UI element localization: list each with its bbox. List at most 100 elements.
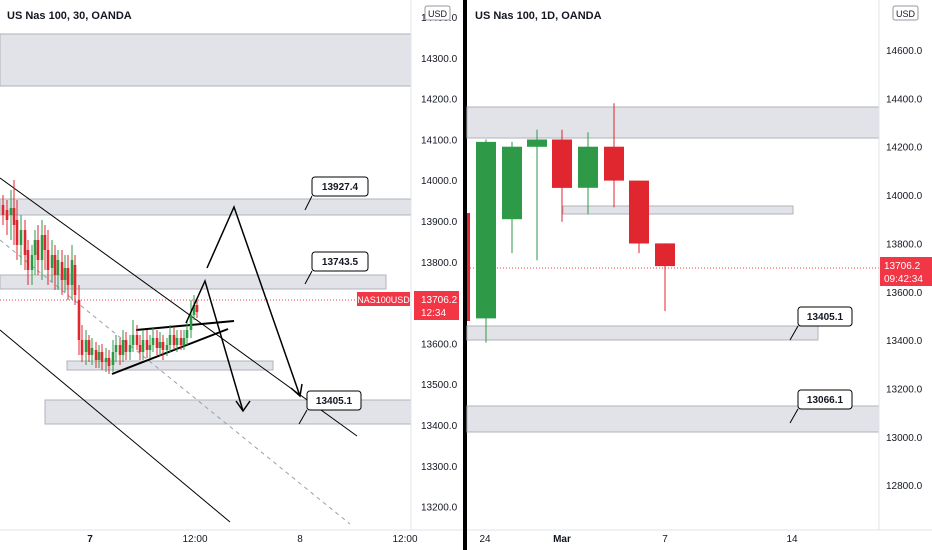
candle [43,235,47,250]
candle [56,260,60,275]
projection-path-upper [206,204,301,397]
candle [158,342,162,348]
candle [19,230,23,245]
currency-label: USD [428,9,448,19]
time-tick: 24 [479,534,491,545]
candle [155,338,159,348]
candle [161,342,165,350]
time-tick: 12:00 [392,534,417,545]
candle [111,352,115,365]
candle [73,265,77,295]
candle [70,260,74,285]
candle [148,345,152,350]
candle [97,352,101,360]
time-tick: 7 [662,534,668,545]
price-tick: 14000.0 [421,176,458,187]
candle [121,340,125,355]
callout-label: 13066.1 [807,395,844,406]
callout-label: 13405.1 [807,312,844,323]
time-tick: 8 [297,534,303,545]
price-tag: NAS100USD 13706.2 12:34 [357,291,459,320]
currency-button[interactable]: USD [892,5,919,21]
resistance-zone [562,205,794,215]
price-tick: 13800.0 [886,239,923,250]
candle [192,305,196,315]
projection-path-lower [185,278,244,412]
price-tick: 13600.0 [886,288,923,299]
projection-path-upper-arrow [290,383,303,398]
price-axis-ticks: 14600.0 14400.0 14200.0 14000.0 13800.0 13600… [886,46,923,492]
countdown-label: 12:34 [421,308,446,319]
candle [175,338,179,345]
candle [118,345,122,355]
left-candles [1,180,199,374]
candle [135,335,139,345]
candle [128,345,132,352]
candle [87,340,91,355]
resistance-zone [0,33,412,87]
right-chart-panel: 13405.1 13066.1 US Nas 100, 1D, OANDA 14… [466,0,932,545]
price-tag: 13706.2 09:42:34 [880,257,932,286]
candle [165,345,169,350]
resistance-zone [466,106,880,139]
candle [131,335,135,345]
callout-13927[interactable]: 13927.4 [304,176,369,211]
price-axis[interactable] [411,0,463,530]
callout-13405-left[interactable]: 13405.1 [298,390,362,425]
candle [100,352,104,362]
candle [195,305,199,312]
candle [168,335,172,345]
callout-13066[interactable]: 13066.1 [789,389,853,424]
candle [179,338,183,345]
currency-button[interactable]: USD [424,5,451,21]
candle [172,335,176,345]
symbol-tag: NAS100USD [357,295,410,305]
chart-title: US Nas 100, 30, OANDA [7,10,132,22]
callout-label: 13743.5 [322,257,359,268]
support-zone [0,274,387,290]
support-zone [466,325,819,341]
candle [185,330,189,338]
candle [552,139,572,188]
candle [23,230,27,255]
currency-label: USD [896,9,916,19]
price-tick: 13300.0 [421,462,458,473]
time-tick: 7 [87,534,93,545]
chart-title: US Nas 100, 1D, OANDA [475,10,602,22]
candle [26,250,30,270]
price-tick: 14000.0 [886,191,923,202]
countdown-label: 09:42:34 [884,274,923,285]
candle [46,250,50,270]
candle [107,358,111,366]
price-tick: 13600.0 [421,339,458,350]
candle [33,240,37,255]
candle [50,255,54,268]
callout-13743[interactable]: 13743.5 [304,251,369,285]
projection-path-lower-arrow [235,400,251,413]
price-tick: 13200.0 [421,503,458,514]
resistance-zone [0,198,412,216]
candle [9,208,13,215]
candle [124,340,128,352]
candle [30,255,34,270]
callout-13405-right[interactable]: 13405.1 [789,306,853,341]
price-tick: 14300.0 [421,54,458,65]
time-tick: Mar [553,534,571,545]
price-tick: 14100.0 [421,135,458,146]
last-price-label: 13706.2 [421,295,458,306]
panel-divider[interactable] [463,0,467,550]
candle [145,340,149,350]
candle [63,268,67,280]
price-tick: 13400.0 [886,336,923,347]
candle [141,340,145,352]
candle [104,358,108,362]
channel-upper-line [0,177,358,437]
price-tick: 14200.0 [421,95,458,106]
candle [66,268,70,285]
candle [629,180,649,244]
candle [77,300,81,340]
candle [12,208,16,225]
candle [60,262,64,280]
left-chart-panel: 13927.4 13743.5 13405.1 US Nas 100, 30, … [0,0,463,545]
